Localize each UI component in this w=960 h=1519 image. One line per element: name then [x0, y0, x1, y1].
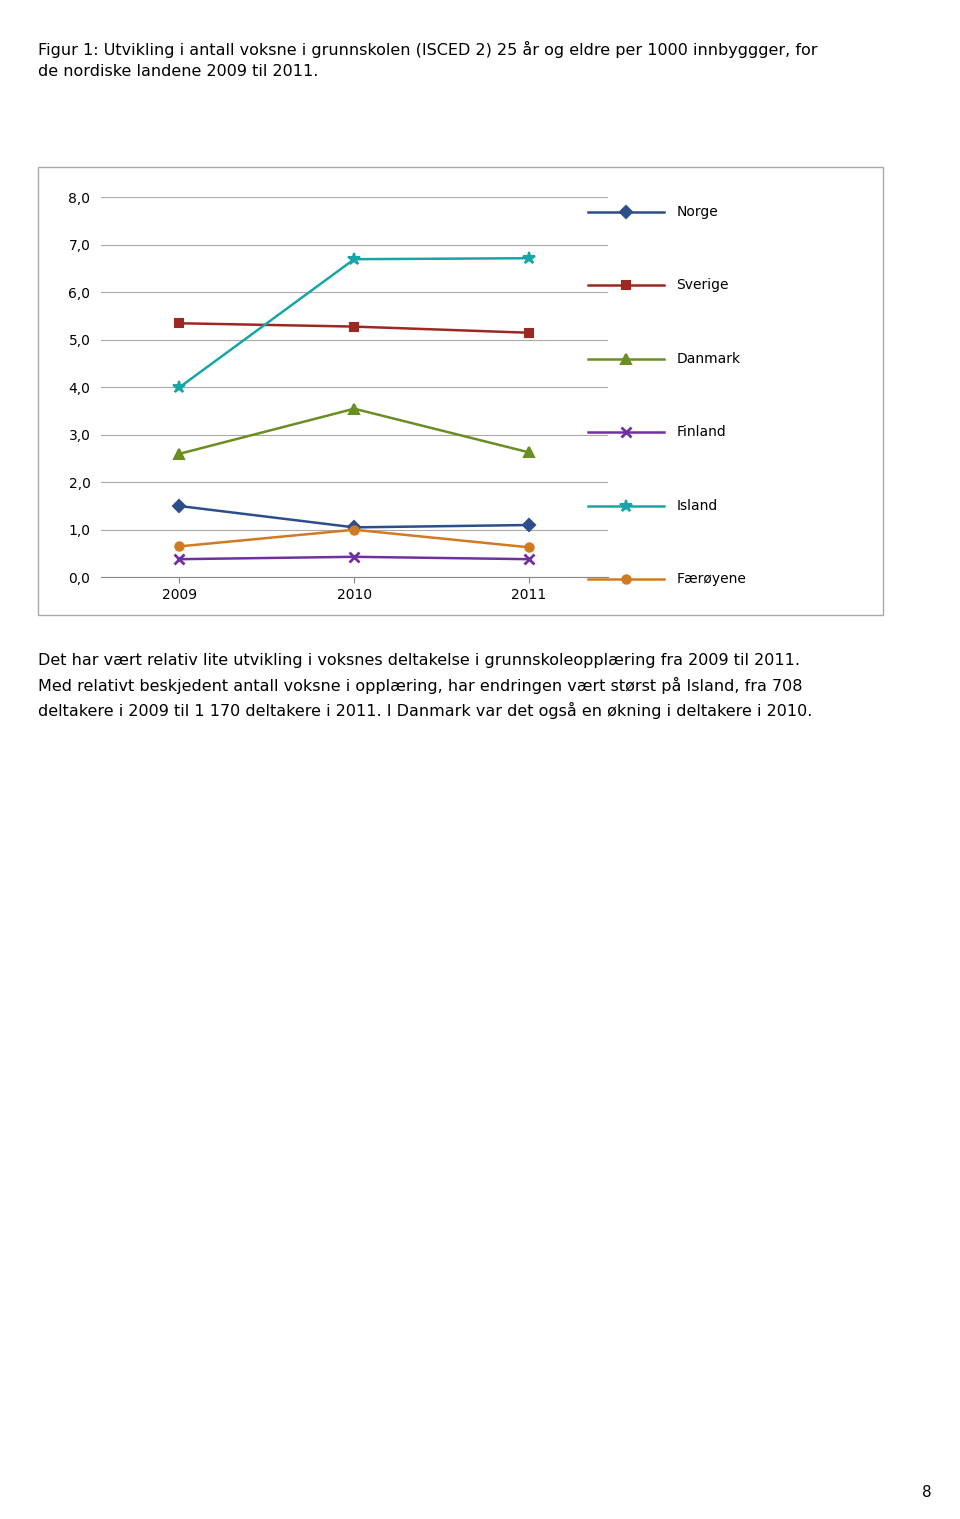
Line: Finland: Finland [175, 551, 534, 564]
Text: Finland: Finland [677, 425, 726, 439]
Danmark [348, 399, 360, 418]
Sverige [523, 324, 535, 342]
Norge [523, 516, 535, 535]
Text: 8: 8 [922, 1486, 931, 1499]
Norge [348, 518, 360, 536]
Færøyene [523, 538, 535, 556]
Text: Det har vært relativ lite utvikling i voksnes deltakelse i grunnskoleopplæring f: Det har vært relativ lite utvikling i vo… [38, 653, 813, 718]
Line: Danmark: Danmark [175, 404, 534, 459]
Island [174, 378, 185, 396]
Danmark [174, 445, 185, 463]
Danmark [523, 444, 535, 462]
Finland [523, 550, 535, 568]
Text: Danmark: Danmark [677, 351, 740, 366]
Sverige [348, 317, 360, 336]
Text: Sverige: Sverige [677, 278, 729, 292]
Text: Figur 1: Utvikling i antall voksne i grunnskolen (ISCED 2) 25 år og eldre per 10: Figur 1: Utvikling i antall voksne i gru… [38, 41, 818, 79]
Line: Sverige: Sverige [176, 319, 533, 337]
Text: Færøyene: Færøyene [677, 573, 746, 586]
Færøyene [348, 521, 360, 539]
Text: Norge: Norge [677, 205, 718, 219]
Færøyene [174, 538, 185, 556]
Finland [348, 548, 360, 567]
Island [523, 249, 535, 267]
Sverige [174, 314, 185, 333]
Norge [174, 497, 185, 515]
Island [348, 251, 360, 269]
Line: Island: Island [173, 252, 536, 393]
Line: Norge: Norge [176, 501, 533, 532]
Text: Island: Island [677, 498, 718, 512]
Finland [174, 550, 185, 568]
Line: Færøyene: Færøyene [176, 526, 533, 551]
